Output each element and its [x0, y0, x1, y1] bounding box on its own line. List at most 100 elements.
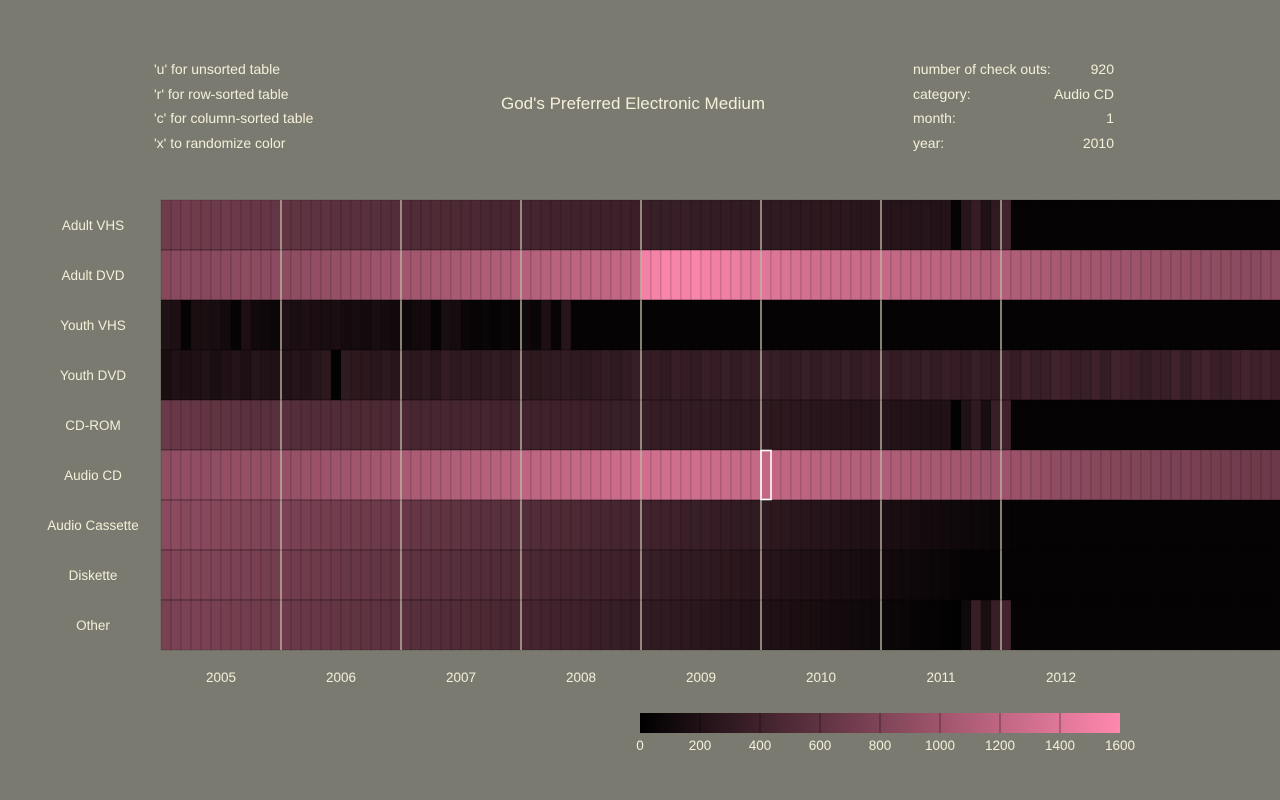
heatmap-cell[interactable] [1000, 299, 1012, 351]
heatmap-cell[interactable] [1190, 349, 1202, 401]
heatmap-cell[interactable] [890, 549, 902, 601]
heatmap-cell[interactable] [270, 299, 282, 351]
heatmap-cell[interactable] [1050, 199, 1062, 251]
heatmap-cell[interactable] [1090, 599, 1102, 651]
heatmap-cell[interactable] [440, 549, 452, 601]
heatmap-cell[interactable] [310, 449, 322, 501]
heatmap-cell[interactable] [730, 299, 742, 351]
heatmap-cell[interactable] [1070, 399, 1082, 451]
heatmap-cell[interactable] [1180, 349, 1192, 401]
heatmap-cell[interactable] [1110, 199, 1122, 251]
heatmap-cell[interactable] [680, 399, 692, 451]
heatmap-cell[interactable] [1200, 549, 1212, 601]
heatmap-cell[interactable] [680, 299, 692, 351]
heatmap-cell[interactable] [490, 599, 502, 651]
heatmap-cell[interactable] [800, 249, 812, 301]
heatmap-cell[interactable] [1060, 499, 1072, 551]
heatmap-cell[interactable] [790, 599, 802, 651]
heatmap-cell[interactable] [1210, 199, 1222, 251]
heatmap-cell[interactable] [350, 349, 362, 401]
heatmap-cell[interactable] [980, 449, 992, 501]
heatmap-cell[interactable] [550, 399, 562, 451]
heatmap-cell[interactable] [710, 349, 722, 401]
heatmap-cell[interactable] [700, 349, 712, 401]
heatmap-cell[interactable] [230, 349, 242, 401]
heatmap-cell[interactable] [310, 499, 322, 551]
heatmap-cell[interactable] [1250, 199, 1262, 251]
heatmap-cell[interactable] [1010, 349, 1022, 401]
heatmap-cell[interactable] [760, 299, 772, 351]
heatmap-cell[interactable] [830, 549, 842, 601]
heatmap-cell[interactable] [290, 399, 302, 451]
heatmap-cell[interactable] [180, 349, 192, 401]
heatmap-cell[interactable] [410, 399, 422, 451]
heatmap-cell[interactable] [460, 449, 472, 501]
heatmap-cell[interactable] [960, 449, 972, 501]
heatmap-cell[interactable] [350, 199, 362, 251]
heatmap-cell[interactable] [660, 599, 672, 651]
heatmap-cell[interactable] [400, 349, 412, 401]
heatmap-cell[interactable] [410, 599, 422, 651]
heatmap-cell[interactable] [1020, 599, 1032, 651]
heatmap-cell[interactable] [1190, 299, 1202, 351]
heatmap-cell[interactable] [1180, 499, 1192, 551]
heatmap-cell[interactable] [190, 249, 202, 301]
heatmap-cell[interactable] [1190, 199, 1202, 251]
heatmap-cell[interactable] [1160, 249, 1172, 301]
heatmap-cell[interactable] [780, 549, 792, 601]
heatmap-cell[interactable] [860, 549, 872, 601]
heatmap-cell[interactable] [410, 499, 422, 551]
heatmap-cell[interactable] [380, 399, 392, 451]
heatmap-cell[interactable] [570, 399, 582, 451]
heatmap-cell[interactable] [620, 449, 632, 501]
heatmap-cell[interactable] [630, 199, 642, 251]
heatmap-cell[interactable] [250, 499, 262, 551]
heatmap-cell[interactable] [690, 349, 702, 401]
heatmap-cell[interactable] [450, 199, 462, 251]
heatmap-cell[interactable] [640, 449, 652, 501]
heatmap-cell[interactable] [910, 599, 922, 651]
heatmap-cell[interactable] [1200, 499, 1212, 551]
heatmap-cell[interactable] [380, 449, 392, 501]
heatmap-cell[interactable] [560, 449, 572, 501]
heatmap-cell[interactable] [1250, 399, 1262, 451]
heatmap-cell[interactable] [810, 599, 822, 651]
heatmap-cell[interactable] [360, 349, 372, 401]
heatmap-cell[interactable] [1130, 399, 1142, 451]
heatmap-cell[interactable] [270, 549, 282, 601]
heatmap-cell[interactable] [200, 449, 212, 501]
heatmap-cell[interactable] [1220, 499, 1232, 551]
heatmap-cell[interactable] [440, 299, 452, 351]
heatmap-cell[interactable] [850, 549, 862, 601]
heatmap-cell[interactable] [840, 399, 852, 451]
heatmap-cell[interactable] [1210, 349, 1222, 401]
heatmap-cell[interactable] [870, 549, 882, 601]
heatmap-cell[interactable] [810, 399, 822, 451]
heatmap-cell[interactable] [430, 499, 442, 551]
heatmap-cell[interactable] [1010, 299, 1022, 351]
heatmap-cell[interactable] [560, 299, 572, 351]
heatmap-cell[interactable] [970, 299, 982, 351]
heatmap-cell[interactable] [980, 499, 992, 551]
heatmap-cell[interactable] [1070, 549, 1082, 601]
heatmap-cell[interactable] [1180, 549, 1192, 601]
heatmap-cell[interactable] [580, 449, 592, 501]
heatmap-cell[interactable] [940, 499, 952, 551]
heatmap-cell[interactable] [810, 549, 822, 601]
heatmap-cell[interactable] [1020, 549, 1032, 601]
heatmap-cell[interactable] [1020, 249, 1032, 301]
heatmap-cell[interactable] [730, 499, 742, 551]
heatmap-cell[interactable] [950, 299, 962, 351]
heatmap-cell[interactable] [640, 199, 652, 251]
heatmap-cell[interactable] [450, 249, 462, 301]
heatmap-cell[interactable] [970, 249, 982, 301]
heatmap-cell[interactable] [990, 249, 1002, 301]
heatmap-cell[interactable] [720, 549, 732, 601]
heatmap-cell[interactable] [460, 549, 472, 601]
heatmap-cell[interactable] [830, 399, 842, 451]
heatmap-cell[interactable] [570, 549, 582, 601]
heatmap-cell[interactable] [1130, 299, 1142, 351]
heatmap-cell[interactable] [550, 499, 562, 551]
heatmap-cell[interactable] [360, 549, 372, 601]
heatmap-cell[interactable] [770, 499, 782, 551]
